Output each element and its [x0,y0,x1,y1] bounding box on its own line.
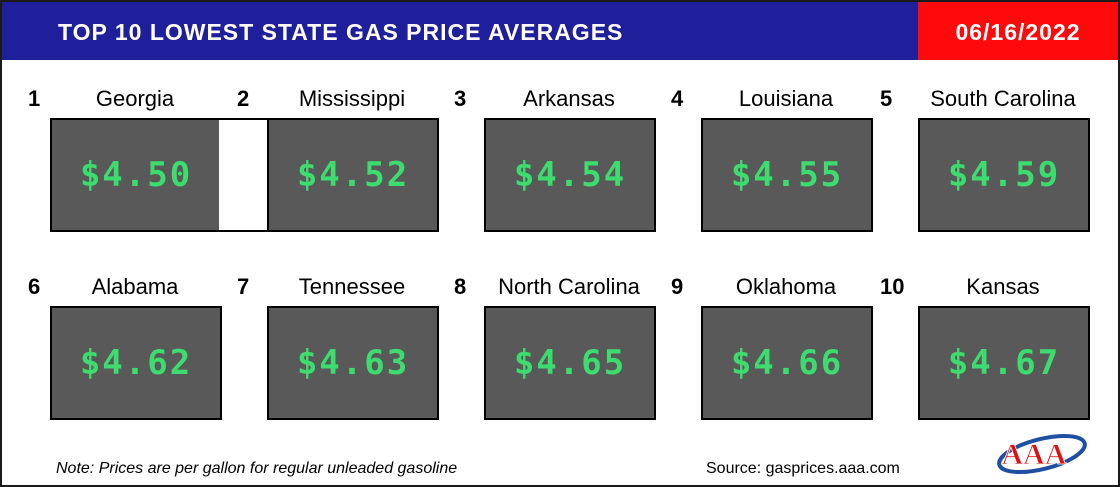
price-value: $4.55 [730,155,844,195]
state-name: Tennessee [298,274,406,299]
price-box: $4.67 [918,306,1090,420]
rank-number: 5 [880,86,893,111]
price-value: $4.50 [79,155,193,195]
price-value: $4.63 [296,343,410,383]
price-box: $4.65 [484,306,656,420]
rank-number: 6 [28,274,41,299]
state-name: Mississippi [298,86,406,111]
price-value: $4.65 [513,343,627,383]
price-box: $4.55 [701,118,873,232]
rank-number: 7 [237,274,250,299]
state-name: Oklahoma [735,274,837,299]
aaa-logo-icon: AAA [997,433,1087,475]
state-name: Georgia [95,86,175,111]
price-box: $4.50 [50,118,222,232]
footer-note: Note: Prices are per gallon for regular … [56,460,458,477]
state-name: Arkansas [523,86,615,111]
date-badge: 06/16/2022 [918,2,1118,60]
rank-number: 2 [237,86,250,111]
price-box: $4.63 [267,306,439,420]
price-value: $4.67 [947,343,1061,383]
price-value: $4.66 [730,343,844,383]
rank-number: 1 [28,86,41,111]
state-name: Louisiana [738,86,834,111]
rank-number: 3 [454,86,467,111]
gap-box [219,118,267,232]
price-box: $4.66 [701,306,873,420]
price-value: $4.54 [513,155,627,195]
state-name: Kansas [966,274,1040,299]
rank-number: 10 [880,274,905,299]
header-title: TOP 10 LOWEST STATE GAS PRICE AVERAGES [58,19,624,45]
price-value: $4.62 [79,343,193,383]
rank-number: 9 [671,274,684,299]
rank-number: 8 [454,274,467,299]
header-bar: TOP 10 LOWEST STATE GAS PRICE AVERAGES 0… [2,2,1118,60]
footer-source: Source: gasprices.aaa.com [706,460,900,477]
state-name: North Carolina [498,274,640,299]
price-box: $4.59 [918,118,1090,232]
aaa-logo-text: AAA [1002,438,1067,471]
state-name: Alabama [91,274,179,299]
price-box: $4.52 [267,118,439,232]
price-box: $4.62 [50,306,222,420]
state-name: South Carolina [930,86,1076,111]
price-value: $4.52 [296,155,410,195]
price-box: $4.54 [484,118,656,232]
price-value: $4.59 [947,155,1061,195]
rank-number: 4 [671,86,684,111]
